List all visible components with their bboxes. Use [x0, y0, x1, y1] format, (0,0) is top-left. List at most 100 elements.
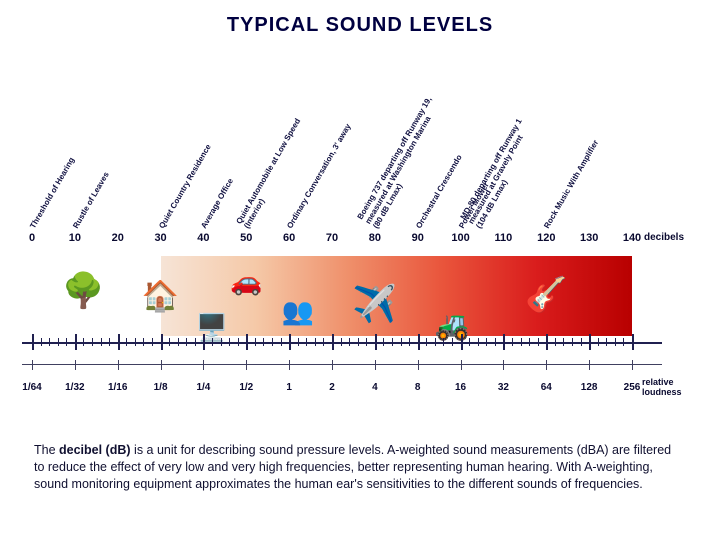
decibel-tick-row: 0102030405060708090100110120130140: [32, 232, 672, 248]
minor-tick: [58, 338, 59, 346]
axis-tick: [118, 360, 119, 370]
minor-tick: [101, 338, 102, 346]
minor-tick: [529, 338, 530, 346]
minor-tick: [606, 338, 607, 346]
axis-tick: [632, 360, 633, 370]
major-tick: [589, 334, 591, 350]
axis-tick: [546, 360, 547, 370]
minor-tick: [392, 338, 393, 346]
minor-tick: [538, 338, 539, 346]
minor-tick: [238, 338, 239, 346]
major-tick: [246, 334, 248, 350]
loudness-tick: 64: [541, 382, 552, 393]
minor-tick: [615, 338, 616, 346]
minor-tick: [478, 338, 479, 346]
minor-tick: [272, 338, 273, 346]
major-tick: [118, 334, 120, 350]
decibel-tick: 10: [69, 232, 81, 244]
axis-tick: [332, 360, 333, 370]
minor-tick: [383, 338, 384, 346]
minor-tick: [178, 338, 179, 346]
axis-tick: [289, 360, 290, 370]
loudness-tick: 1/8: [154, 382, 168, 393]
decibel-tick: 40: [197, 232, 209, 244]
sound-level-chart: Threshold of HearingRustle of LeavesQuie…: [32, 60, 672, 430]
decibel-tick: 110: [495, 232, 513, 244]
description-prefix: The: [34, 443, 59, 457]
decibel-tick: 130: [580, 232, 598, 244]
decibel-tick: 70: [326, 232, 338, 244]
loudness-tick: 16: [455, 382, 466, 393]
example-label: Boeing 737 departing off Runway 19, meas…: [355, 78, 458, 230]
decibel-tick: 50: [240, 232, 252, 244]
minor-tick: [623, 338, 624, 346]
major-tick: [418, 334, 420, 350]
major-tick: [203, 334, 205, 350]
minor-tick: [143, 338, 144, 346]
major-tick: [75, 334, 77, 350]
minor-tick: [221, 338, 222, 346]
example-labels-layer: Threshold of HearingRustle of LeavesQuie…: [32, 60, 672, 230]
decibel-tick: 90: [412, 232, 424, 244]
example-label: Quiet Country Residence: [157, 87, 245, 230]
minor-tick: [452, 338, 453, 346]
minor-tick: [169, 338, 170, 346]
minor-tick: [409, 338, 410, 346]
minor-tick: [281, 338, 282, 346]
minor-tick: [512, 338, 513, 346]
axis-tick: [75, 360, 76, 370]
barn-icon: 🏠: [142, 282, 179, 312]
decibel-tick: 20: [112, 232, 124, 244]
loudness-tick: 1/16: [108, 382, 127, 393]
mower-icon: 🚜: [435, 312, 470, 340]
minor-tick: [469, 338, 470, 346]
minor-tick: [581, 338, 582, 346]
airplane-icon: ✈️: [352, 286, 397, 322]
loudness-tick: 128: [581, 382, 598, 393]
minor-tick: [323, 338, 324, 346]
minor-tick: [366, 338, 367, 346]
minor-tick: [495, 338, 496, 346]
axis-tick: [461, 360, 462, 370]
major-tick: [375, 334, 377, 350]
loudness-tick: 1/2: [239, 382, 253, 393]
loudness-axis-label: relative loudness: [642, 378, 682, 398]
decibel-tick: 60: [283, 232, 295, 244]
example-label: MD-80 departing off Runway 1 measured at…: [458, 78, 561, 230]
minor-tick: [426, 338, 427, 346]
minor-tick: [152, 338, 153, 346]
minor-tick: [555, 338, 556, 346]
tree-icon: 🌳: [62, 274, 104, 308]
guitar-icon: 🎸: [525, 278, 567, 312]
axis-tick: [32, 360, 33, 370]
decibel-tick: 140: [623, 232, 641, 244]
minor-tick: [229, 338, 230, 346]
minor-tick: [486, 338, 487, 346]
minor-tick: [195, 338, 196, 346]
minor-tick: [341, 338, 342, 346]
loudness-tick: 1/4: [196, 382, 210, 393]
minor-tick: [212, 338, 213, 346]
major-tick: [632, 334, 634, 350]
minor-tick: [443, 338, 444, 346]
description-bold-term: decibel (dB): [59, 443, 131, 457]
minor-tick: [349, 338, 350, 346]
minor-tick: [109, 338, 110, 346]
page-title: TYPICAL SOUND LEVELS: [0, 0, 720, 37]
loudness-tick-row: 1/641/321/161/81/41/21248163264128256: [32, 382, 672, 398]
major-tick: [461, 334, 463, 350]
minor-tick: [66, 338, 67, 346]
minor-tick: [358, 338, 359, 346]
axis-tick: [418, 360, 419, 370]
decibel-tick: 100: [451, 232, 469, 244]
loudness-tick: 8: [415, 382, 421, 393]
major-tick: [32, 334, 34, 350]
loudness-tick: 1/32: [65, 382, 84, 393]
major-tick: [332, 334, 334, 350]
minor-tick: [298, 338, 299, 346]
minor-tick: [83, 338, 84, 346]
loudness-tick: 4: [372, 382, 378, 393]
axis-tick: [503, 360, 504, 370]
major-tick: [161, 334, 163, 350]
description-paragraph: The decibel (dB) is a unit for describin…: [34, 442, 684, 493]
